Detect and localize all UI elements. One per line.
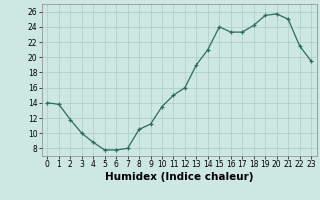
X-axis label: Humidex (Indice chaleur): Humidex (Indice chaleur) <box>105 172 253 182</box>
